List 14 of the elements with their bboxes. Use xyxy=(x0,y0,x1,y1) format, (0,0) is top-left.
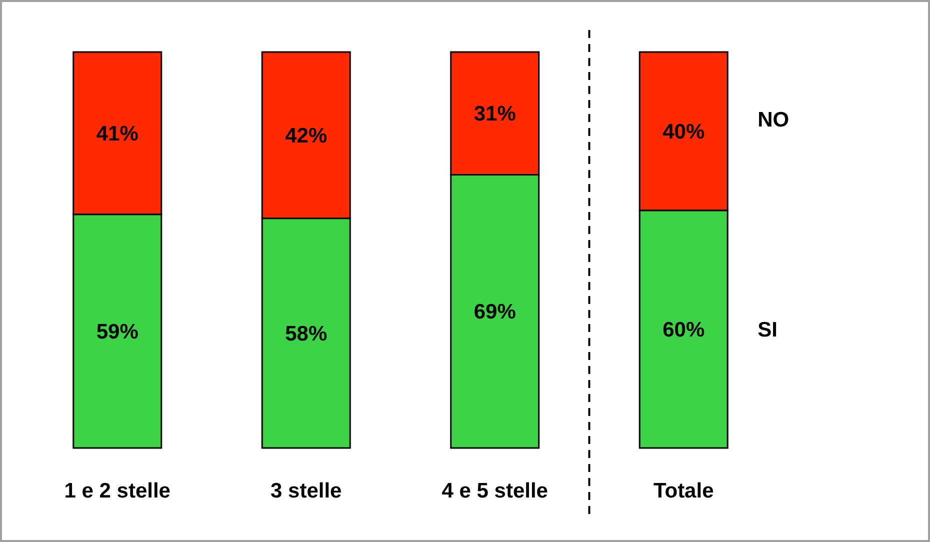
data-label: 58% xyxy=(285,322,328,346)
data-label: 41% xyxy=(96,122,139,146)
data-label: 31% xyxy=(474,102,516,126)
x-tick-label: 1 e 2 stelle xyxy=(64,479,170,502)
series-label: NO xyxy=(758,108,790,132)
data-label: 60% xyxy=(662,318,705,342)
data-label: 40% xyxy=(662,120,705,144)
x-tick-label: 4 e 5 stelle xyxy=(442,479,548,502)
data-label: 59% xyxy=(96,320,139,344)
series-label: SI xyxy=(758,318,778,342)
x-tick-label: 3 stelle xyxy=(270,479,342,502)
x-tick-label: Totale xyxy=(653,479,714,502)
data-label: 69% xyxy=(474,300,516,324)
data-label: 42% xyxy=(285,124,328,148)
